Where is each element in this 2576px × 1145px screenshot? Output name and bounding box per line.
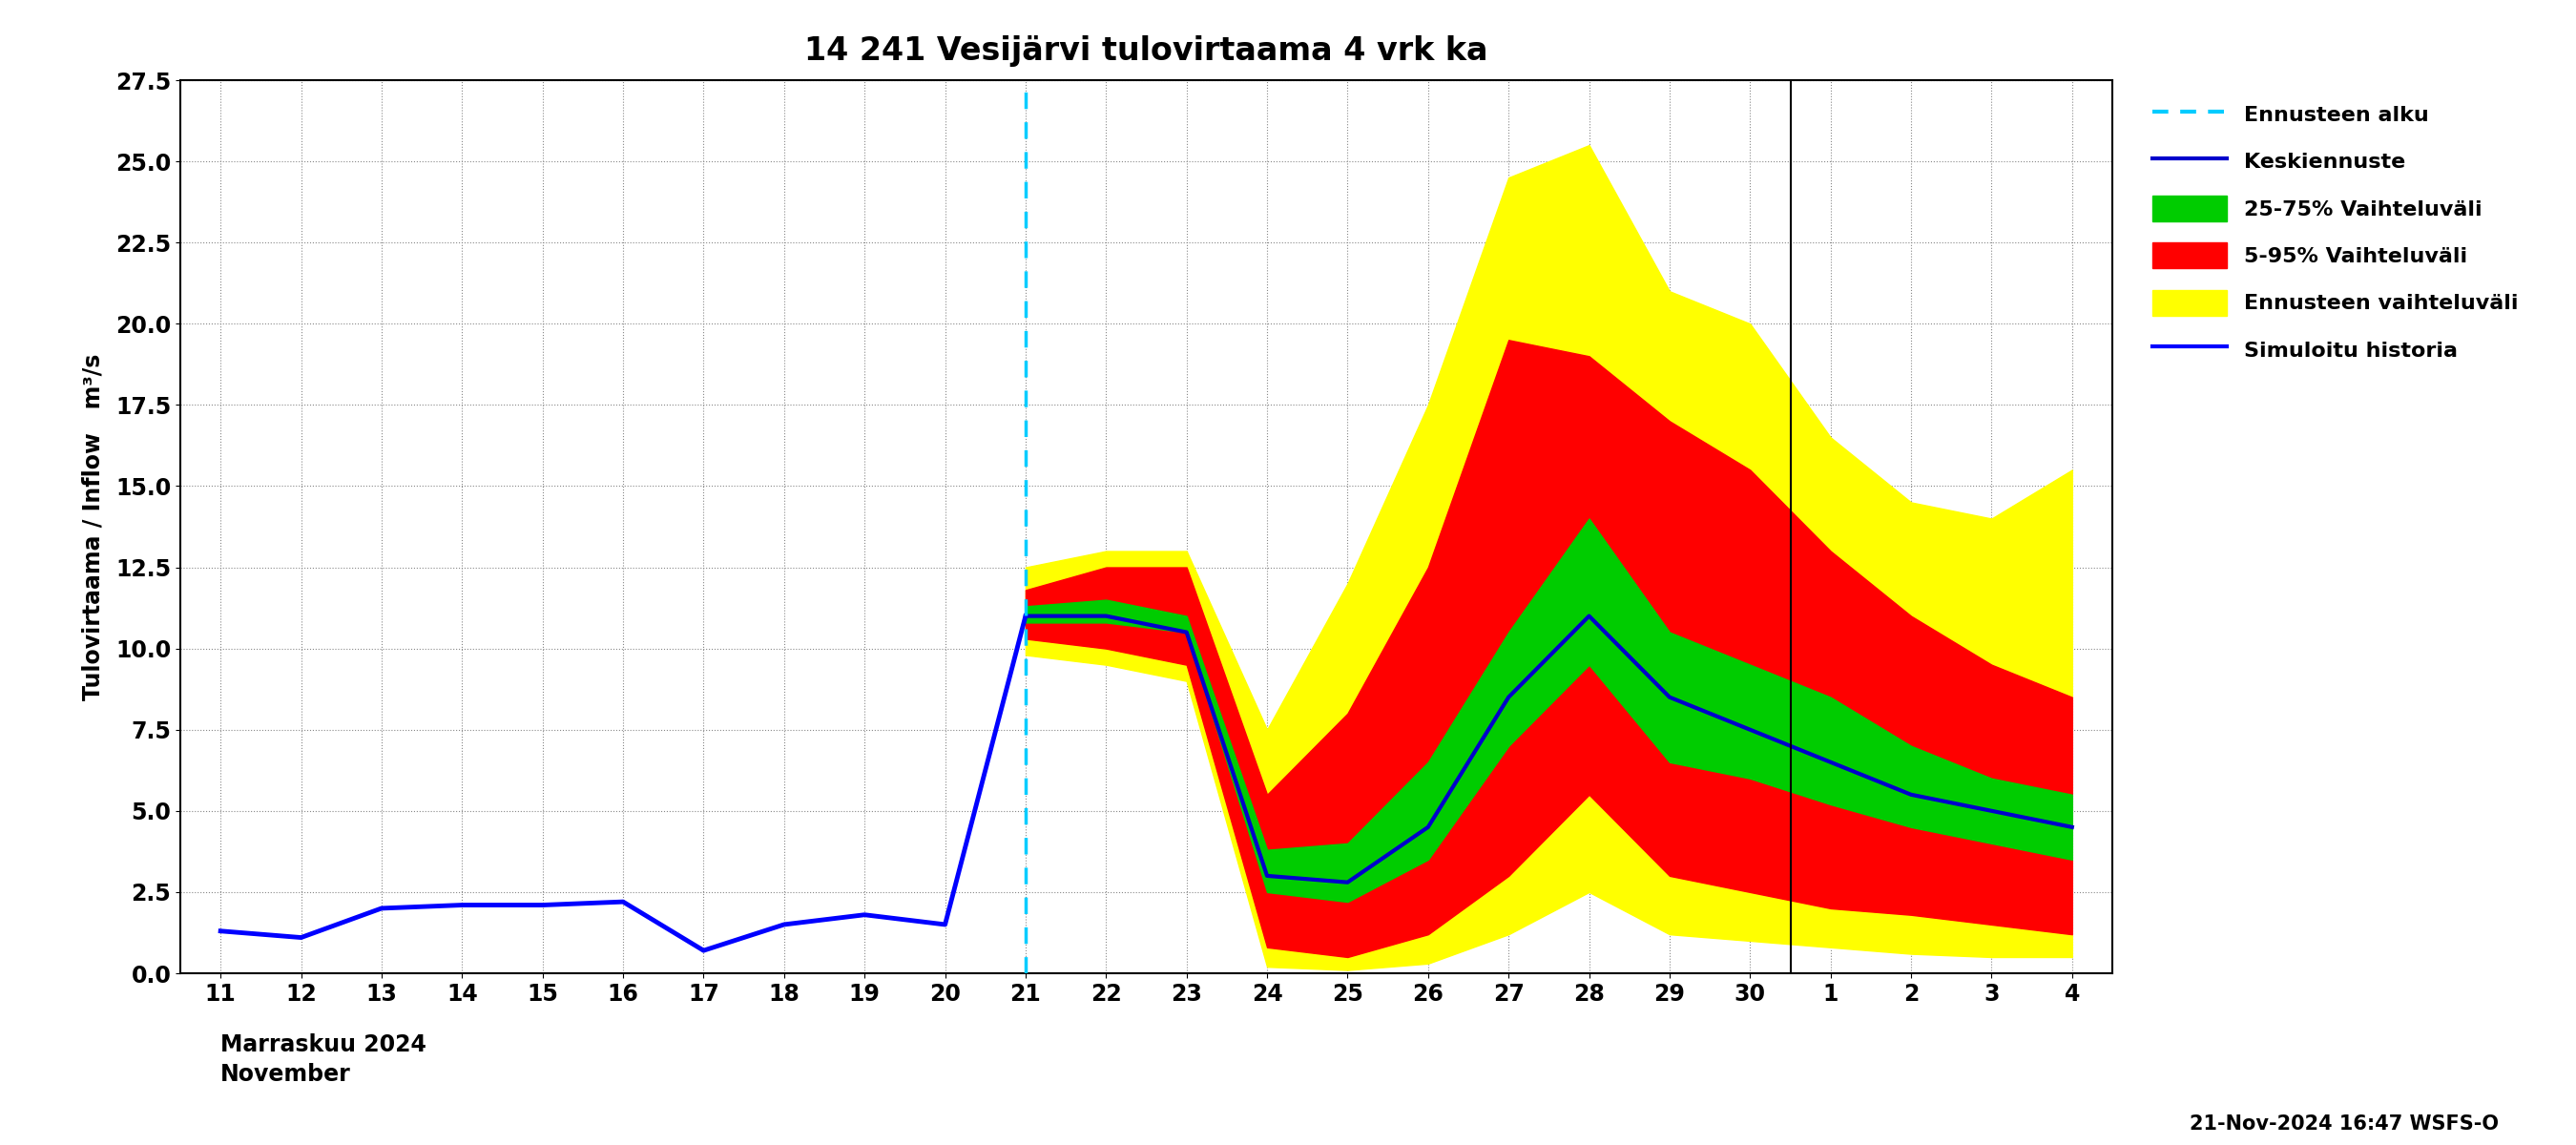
Text: Marraskuu 2024: Marraskuu 2024 bbox=[222, 1033, 428, 1056]
Text: 21-Nov-2024 16:47 WSFS-O: 21-Nov-2024 16:47 WSFS-O bbox=[2190, 1114, 2499, 1134]
Title: 14 241 Vesijärvi tulovirtaama 4 vrk ka: 14 241 Vesijärvi tulovirtaama 4 vrk ka bbox=[804, 35, 1489, 66]
Y-axis label: Tulovirtaama / Inflow   m³/s: Tulovirtaama / Inflow m³/s bbox=[82, 354, 106, 700]
Text: November: November bbox=[222, 1064, 350, 1087]
Legend: Ennusteen alku, Keskiennuste, 25-75% Vaihteluväli, 5-95% Vaihteluväli, Ennusteen: Ennusteen alku, Keskiennuste, 25-75% Vai… bbox=[2143, 90, 2530, 373]
